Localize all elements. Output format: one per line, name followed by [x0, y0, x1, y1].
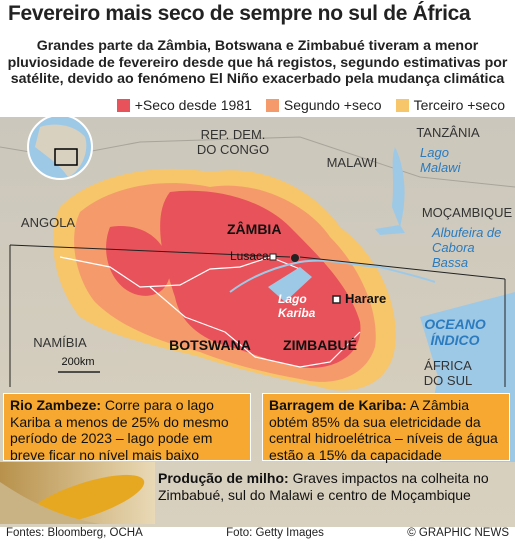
globe-land [35, 124, 87, 177]
map-label: ÁFRICA [424, 358, 472, 373]
callout-box: Barragem de Kariba: A Zâmbia obtém 85% d… [262, 393, 510, 463]
map-label: ÍNDICO [431, 332, 480, 348]
map-label: MOÇAMBIQUE [422, 205, 513, 220]
map-label: Lago [278, 292, 307, 306]
corn-husk [0, 482, 100, 524]
map-label: BOTSWANA [169, 337, 251, 353]
sources: Fontes: Bloomberg, OCHA [6, 527, 143, 539]
box-title: Barragem de Kariba: [269, 397, 407, 413]
map-label: Kariba [278, 306, 316, 320]
photo-credit: Foto: Getty Images [226, 527, 324, 539]
legend: +Seco desde 1981 Segundo +seco Terceiro +s… [0, 97, 515, 113]
box-text: Corre para o lago Kariba a menos de 25% … [10, 397, 229, 463]
corn-panel [0, 462, 155, 524]
footer: Fontes: Bloomberg, OCHA Foto: Getty Imag… [6, 527, 509, 539]
legend-swatch [265, 98, 279, 112]
map-label: Malawi [420, 160, 462, 175]
legend-item: Terceiro +seco [395, 97, 505, 113]
harare-marker [332, 295, 341, 304]
map-label: ZIMBABUÉ [283, 337, 357, 353]
map-label: ZÂMBIA [227, 220, 281, 237]
legend-label: +Seco desde 1981 [134, 97, 252, 113]
legend-item: +Seco desde 1981 [116, 97, 252, 113]
title: Fevereiro mais seco de sempre no sul de … [8, 2, 471, 25]
lake-kariba [268, 267, 312, 302]
map-label: Lago [420, 145, 449, 160]
kariba-dam [291, 254, 299, 262]
legend-swatch [116, 98, 130, 112]
map-label: Bassa [432, 255, 468, 270]
map-label: Cabora [432, 240, 475, 255]
legend-label: Terceiro +seco [413, 97, 505, 113]
callout-box: Rio Zambeze: Corre para o lago Kariba a … [3, 393, 251, 463]
callout-line [299, 256, 506, 280]
map-label: ANGOLA [21, 215, 76, 230]
credit: © GRAPHIC NEWS [407, 527, 509, 539]
lusaka-marker [269, 253, 277, 261]
river [229, 259, 436, 293]
map-label: NAMÍBIA [33, 335, 87, 350]
globe-highlight [54, 148, 78, 166]
box-title: Rio Zambeze: [10, 397, 102, 413]
subtitle: Grandes parte da Zâmbia, Botswana e Zimb… [7, 38, 508, 87]
border [149, 286, 361, 368]
legend-label: Segundo +seco [283, 97, 382, 113]
map-label: Lusaca [230, 249, 269, 263]
map-label: Harare [345, 291, 386, 306]
map-label: REP. DEM. [201, 127, 266, 142]
map-label: DO CONGO [197, 142, 269, 157]
legend-item: Segundo +seco [265, 97, 382, 113]
cabora-bassa [375, 225, 405, 235]
callout-line [9, 244, 291, 258]
legend-swatch [395, 98, 409, 112]
box-text: A Zâmbia obtém 85% da sua eletricidade d… [269, 397, 498, 463]
map-label: MALAWI [327, 155, 378, 170]
drought-driest [106, 190, 361, 368]
map-label: TANZÂNIA [416, 125, 480, 140]
map-label: OCEANO [424, 316, 486, 332]
map-label: 200km [61, 356, 94, 368]
corn-text: Produção de milho: Graves impactos na co… [158, 470, 508, 504]
corn-body: Graves impactos na colheita no Zimbabué,… [158, 470, 489, 503]
lake-malawi [392, 147, 405, 227]
border [59, 256, 301, 288]
map-label: DO SUL [424, 373, 472, 388]
map-label: Albufeira de [431, 225, 501, 240]
corn-title: Produção de milho: [158, 470, 289, 486]
